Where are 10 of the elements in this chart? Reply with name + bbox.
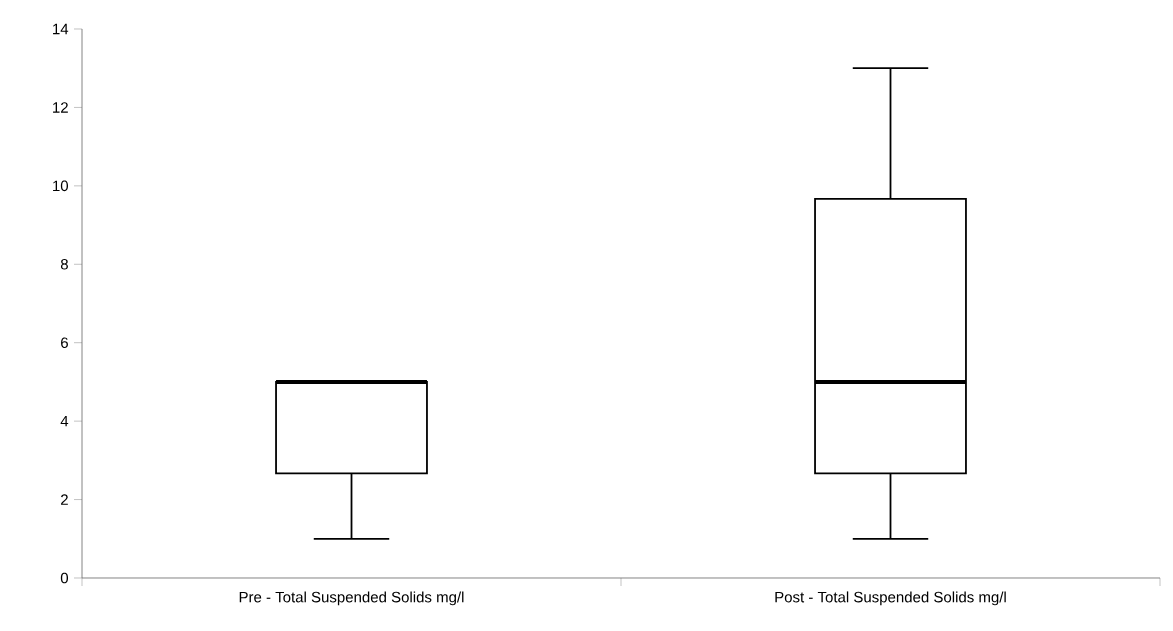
y-tick-label: 0 <box>60 572 69 584</box>
y-tick-label: 6 <box>61 337 68 349</box>
y-tick-label: 12 <box>53 102 68 113</box>
y-tick-label: 2 <box>61 494 68 505</box>
y-tick-label: 4 <box>60 415 69 427</box>
y-tick-label: 14 <box>53 23 69 35</box>
x-tick-label: Post - Total Suspended Solids mg/l <box>775 591 1006 606</box>
y-tick-label: 8 <box>60 258 68 270</box>
y-tick-label: 10 <box>53 180 69 192</box>
x-tick-label: Pre - Total Suspended Solids mg/l <box>239 591 464 606</box>
